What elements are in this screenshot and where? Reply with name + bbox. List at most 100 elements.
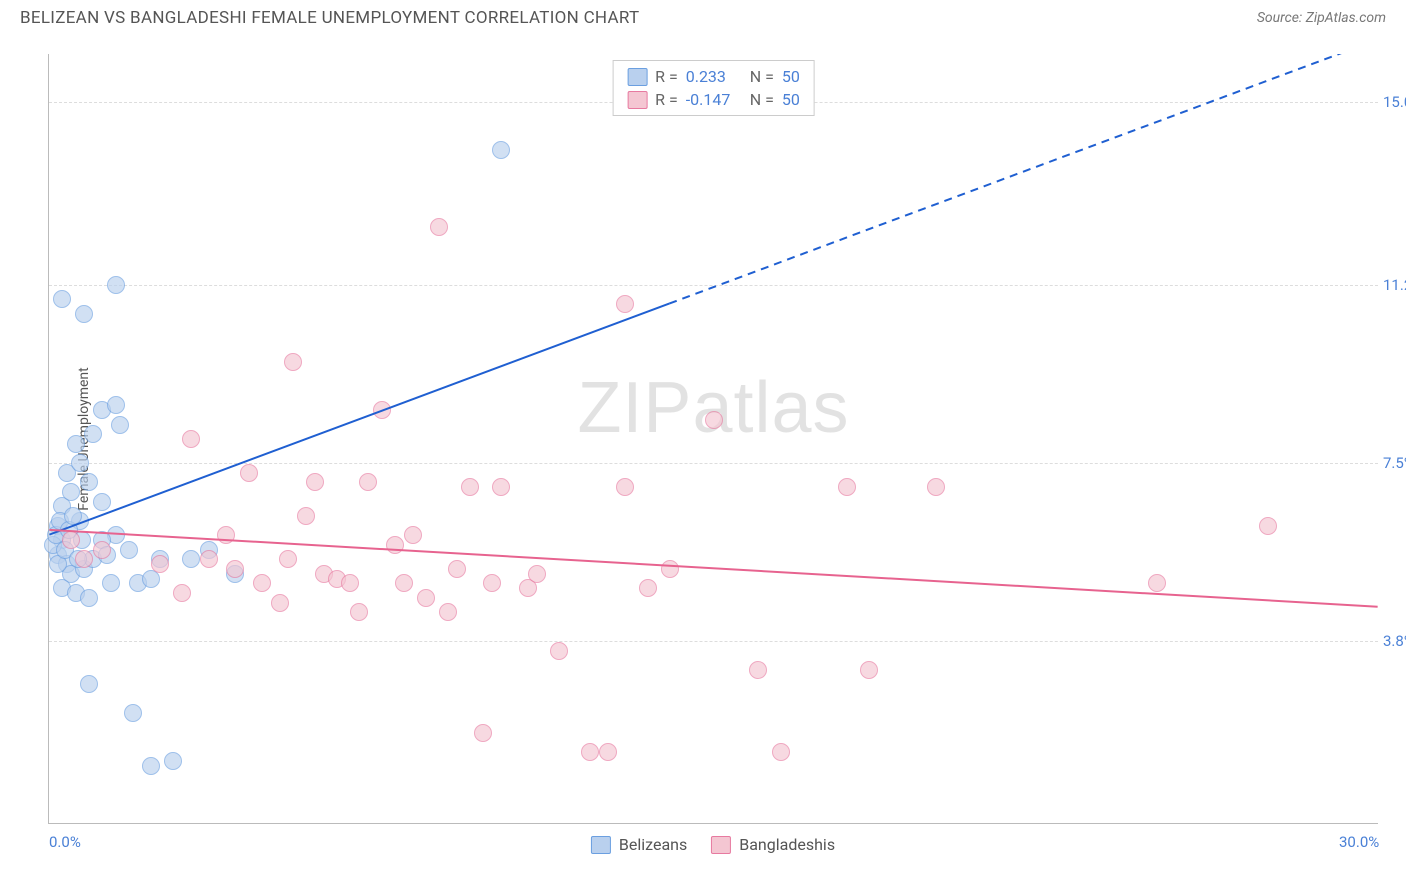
- legend-correlation: R = 0.233 N = 50 R = -0.147 N = 50: [612, 60, 815, 116]
- scatter-point: [164, 752, 182, 770]
- scatter-point: [341, 574, 359, 592]
- watermark-rest: atlas: [692, 368, 849, 448]
- scatter-point: [80, 473, 98, 491]
- scatter-point: [616, 478, 634, 496]
- r-label: R =: [655, 67, 678, 86]
- scatter-point: [483, 574, 501, 592]
- scatter-point: [474, 724, 492, 742]
- r-label: R =: [655, 90, 678, 109]
- legend-swatch-bangladeshis: [711, 836, 731, 854]
- gridline: [49, 285, 1378, 286]
- scatter-point: [240, 464, 258, 482]
- scatter-point: [67, 435, 85, 453]
- scatter-point: [395, 574, 413, 592]
- scatter-point: [461, 478, 479, 496]
- scatter-point: [279, 550, 297, 568]
- y-tick-label: 11.2%: [1383, 276, 1406, 294]
- legend-item-belizeans: Belizeans: [591, 835, 687, 854]
- scatter-point: [581, 743, 599, 761]
- scatter-point: [430, 218, 448, 236]
- scatter-point: [200, 550, 218, 568]
- scatter-point: [492, 478, 510, 496]
- legend-series: Belizeans Bangladeshis: [591, 835, 835, 854]
- legend-row-bangladeshis: R = -0.147 N = 50: [627, 88, 800, 111]
- scatter-point: [93, 541, 111, 559]
- scatter-point: [1148, 574, 1166, 592]
- n-value-bangladeshis: 50: [782, 90, 800, 109]
- source-attribution: Source: ZipAtlas.com: [1257, 10, 1386, 26]
- scatter-point: [253, 574, 271, 592]
- n-label: N =: [750, 90, 774, 109]
- scatter-point: [297, 507, 315, 525]
- scatter-point: [75, 550, 93, 568]
- legend-label-belizeans: Belizeans: [619, 835, 687, 854]
- legend-swatch-bangladeshis: [627, 91, 647, 109]
- trendline-solid: [49, 530, 1377, 607]
- n-value-belizeans: 50: [782, 67, 800, 86]
- scatter-point: [71, 454, 89, 472]
- scatter-point: [80, 589, 98, 607]
- scatter-point: [102, 574, 120, 592]
- r-value-bangladeshis: -0.147: [686, 90, 742, 109]
- scatter-point: [173, 584, 191, 602]
- scatter-point: [151, 555, 169, 573]
- scatter-point: [639, 579, 657, 597]
- scatter-point: [492, 141, 510, 159]
- scatter-point: [417, 589, 435, 607]
- scatter-point: [62, 483, 80, 501]
- scatter-point: [142, 757, 160, 775]
- scatter-point: [749, 661, 767, 679]
- x-tick-label: 0.0%: [49, 833, 81, 851]
- scatter-point: [80, 675, 98, 693]
- gridline: [49, 641, 1378, 642]
- scatter-point: [528, 565, 546, 583]
- scatter-point: [284, 353, 302, 371]
- scatter-point: [860, 661, 878, 679]
- scatter-point: [1259, 517, 1277, 535]
- source-name: ZipAtlas.com: [1306, 10, 1386, 26]
- scatter-point: [404, 526, 422, 544]
- scatter-point: [53, 290, 71, 308]
- scatter-point: [927, 478, 945, 496]
- scatter-point: [306, 473, 324, 491]
- y-tick-label: 7.5%: [1383, 454, 1406, 472]
- scatter-point: [616, 295, 634, 313]
- scatter-point: [93, 493, 111, 511]
- scatter-point: [448, 560, 466, 578]
- scatter-point: [182, 550, 200, 568]
- legend-row-belizeans: R = 0.233 N = 50: [627, 65, 800, 88]
- y-tick-label: 3.8%: [1383, 632, 1406, 650]
- n-label: N =: [750, 67, 774, 86]
- scatter-point: [124, 704, 142, 722]
- scatter-point: [705, 411, 723, 429]
- scatter-point: [386, 536, 404, 554]
- scatter-point: [661, 560, 679, 578]
- scatter-point: [550, 642, 568, 660]
- scatter-point: [111, 416, 129, 434]
- scatter-point: [62, 531, 80, 549]
- trendlines-svg: [49, 54, 1378, 823]
- x-tick-label: 30.0%: [1339, 833, 1379, 851]
- scatter-point: [64, 507, 82, 525]
- scatter-point: [271, 594, 289, 612]
- watermark: ZIPatlas: [577, 367, 849, 449]
- y-tick-label: 15.0%: [1383, 93, 1406, 111]
- legend-label-bangladeshis: Bangladeshis: [739, 835, 835, 854]
- plot-area: ZIPatlas R = 0.233 N = 50 R = -0.147 N =…: [48, 54, 1378, 824]
- scatter-point: [599, 743, 617, 761]
- trendline-solid: [49, 304, 669, 535]
- scatter-point: [107, 396, 125, 414]
- scatter-point: [838, 478, 856, 496]
- legend-item-bangladeshis: Bangladeshis: [711, 835, 835, 854]
- chart-title: BELIZEAN VS BANGLADESHI FEMALE UNEMPLOYM…: [20, 8, 639, 28]
- watermark-zip: ZIP: [577, 368, 692, 448]
- scatter-point: [182, 430, 200, 448]
- scatter-point: [439, 603, 457, 621]
- scatter-point: [84, 425, 102, 443]
- scatter-point: [359, 473, 377, 491]
- scatter-point: [772, 743, 790, 761]
- legend-swatch-belizeans: [627, 68, 647, 86]
- scatter-point: [226, 560, 244, 578]
- source-prefix: Source:: [1257, 10, 1306, 26]
- scatter-point: [75, 305, 93, 323]
